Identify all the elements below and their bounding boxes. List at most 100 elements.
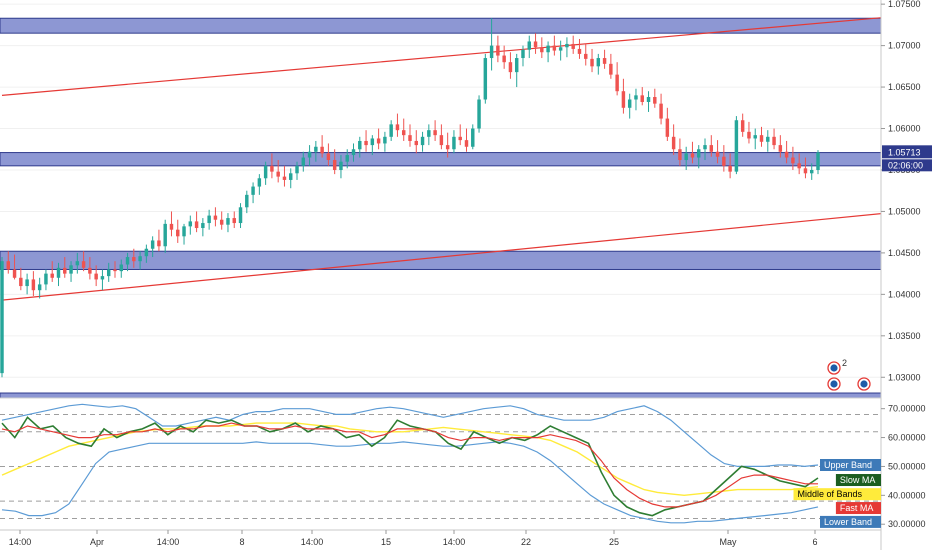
- candle-body: [157, 240, 161, 247]
- indicator-pane-grid: [0, 413, 881, 519]
- candle-body: [797, 163, 801, 169]
- candle-body: [590, 58, 594, 67]
- candle-body: [703, 145, 707, 150]
- price-tick-label: 1.06000: [888, 124, 921, 134]
- candle-body: [389, 124, 393, 137]
- candle-body: [734, 120, 739, 172]
- price-zone[interactable]: [0, 152, 882, 167]
- candle-body: [552, 45, 557, 51]
- candle-body: [94, 273, 98, 280]
- candle-body: [665, 118, 670, 137]
- candle-body: [609, 63, 613, 75]
- candle-body: [395, 124, 400, 131]
- candle-body: [690, 153, 695, 158]
- candle-body: [25, 279, 29, 287]
- candle-body: [188, 221, 193, 227]
- candle-body: [88, 267, 92, 274]
- candle-body: [257, 178, 262, 187]
- time-tick-label: 25: [609, 537, 619, 547]
- candle-body: [345, 155, 349, 162]
- candle-body: [772, 136, 776, 146]
- time-tick-label: Apr: [90, 537, 104, 547]
- candle-body: [169, 223, 174, 230]
- support-resistance-zones[interactable]: [0, 17, 882, 399]
- time-tick-label: 6: [812, 537, 817, 547]
- event-marker-count: 2: [842, 358, 847, 368]
- candle-body: [232, 218, 236, 224]
- candle-body: [263, 165, 268, 179]
- price-tick-label: 1.05000: [888, 206, 921, 216]
- candle-body: [282, 176, 287, 180]
- candle-body: [420, 136, 425, 146]
- candle-body: [546, 45, 550, 53]
- time-axis[interactable]: 14:00 Apr 14:00 8 14:00 15 14:00 22 25 May 6: [9, 530, 818, 547]
- candle-body: [56, 267, 61, 278]
- time-tick-label: 14:00: [9, 537, 32, 547]
- candle-body: [226, 218, 230, 225]
- indicator-axis[interactable]: 70.00000 60.00000 50.00000 40.00000 30.00000: [881, 404, 926, 530]
- candle-body: [533, 41, 538, 48]
- current-price-tag: [882, 145, 932, 159]
- candle-body: [320, 146, 324, 154]
- candle-body: [502, 55, 506, 63]
- event-marker-icon[interactable]: [827, 361, 841, 375]
- candle-body: [176, 229, 180, 237]
- legend-tag-label: Slow MA: [840, 475, 876, 485]
- time-tick-label: May: [719, 537, 737, 547]
- price-axis-background: [881, 0, 932, 550]
- legend-tag-box: [820, 515, 881, 528]
- candle-body: [31, 279, 36, 291]
- candle-body: [527, 41, 531, 50]
- candle-body: [295, 165, 299, 174]
- candle-body: [671, 136, 676, 150]
- candle-body: [803, 168, 808, 174]
- candle-body: [678, 149, 682, 161]
- candle-body: [75, 261, 80, 266]
- candle-body: [464, 140, 469, 147]
- legend-tag-label: Lower Band: [824, 517, 872, 527]
- candle-body: [314, 146, 318, 152]
- legend-tag-label: Middle of Bands: [798, 489, 863, 499]
- candle-body: [697, 149, 701, 158]
- candle-body: [427, 130, 431, 137]
- candle-body: [558, 47, 563, 51]
- candle-body: [439, 135, 444, 146]
- candle-body: [640, 95, 644, 102]
- candle-body: [37, 284, 42, 291]
- candle-body: [452, 136, 456, 150]
- channel-line[interactable]: [1, 167, 932, 301]
- price-tick-label: 1.06500: [888, 82, 921, 92]
- price-tick-label: 1.07500: [888, 0, 921, 9]
- price-zone[interactable]: [0, 17, 882, 34]
- legend-tag-box: [820, 459, 881, 471]
- event-marker-icon[interactable]: [857, 377, 871, 391]
- current-price-tags: 1.05713 02:06:00: [882, 145, 932, 172]
- candle-body: [370, 138, 375, 146]
- candle-body: [6, 261, 11, 270]
- candle-body: [684, 153, 688, 161]
- candle-body: [207, 215, 211, 224]
- legend-tag-box: [793, 488, 881, 501]
- candle-body: [615, 74, 619, 92]
- series-upper-band: [1, 403, 819, 468]
- price-zone[interactable]: [0, 392, 882, 399]
- candle-body: [627, 99, 632, 108]
- candle-body: [150, 240, 155, 249]
- candle-body: [646, 97, 651, 102]
- event-marker-icon[interactable]: [827, 377, 841, 391]
- candle-body: [784, 151, 789, 158]
- time-tick-label: 14:00: [443, 537, 466, 547]
- candle-body: [414, 140, 419, 146]
- candle-body: [577, 48, 582, 54]
- event-markers[interactable]: 2: [827, 358, 871, 391]
- candle-body: [471, 128, 475, 147]
- price-tick-label: 1.04500: [888, 248, 921, 258]
- candle-body: [307, 151, 312, 158]
- candle-body: [69, 265, 73, 274]
- countdown-tag: [882, 159, 932, 172]
- price-tick-label: 1.03000: [888, 372, 921, 382]
- candle-body: [194, 221, 199, 229]
- indicator-series: [1, 403, 819, 524]
